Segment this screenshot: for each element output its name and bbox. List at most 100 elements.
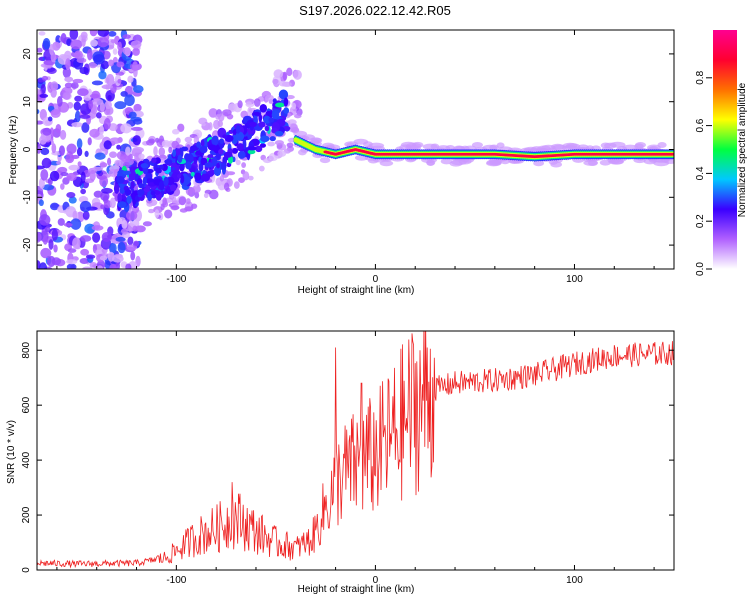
heatmap-cell [143,187,150,193]
heatmap-cell [62,209,75,215]
spectrogram-ytick-label: 0 [22,146,33,152]
heatmap-cell [148,208,155,214]
heatmap-cell [282,71,288,81]
heatmap-cell [66,263,77,269]
heatmap-cell [271,110,280,120]
heatmap-cell [122,34,131,39]
heatmap-cell [231,147,239,154]
heatmap-cell [192,184,201,194]
heatmap-cell [132,135,142,146]
snr-series-line [37,331,674,569]
heatmap-cell [117,217,126,225]
heatmap-cell [185,153,194,164]
heatmap-cell [89,169,96,182]
heatmap-cell [66,172,77,181]
heatmap-cell [178,196,187,206]
heatmap-cell [80,188,86,195]
heatmap-cell [68,164,80,171]
heatmap-cell [264,125,270,132]
heatmap-cell [109,197,116,209]
heatmap-cell [241,162,247,168]
heatmap-cell [274,130,284,137]
heatmap-cell [219,175,225,182]
snr-xtick-label: -100 [166,575,186,586]
heatmap-cell [87,137,92,146]
heatmap-cell [247,149,256,155]
heatmap-cell [182,175,191,185]
heatmap-cell [44,226,51,233]
heatmap-cell [291,102,297,110]
heatmap-cell [226,113,234,120]
heatmap-cell [130,180,135,189]
heatmap-cell [253,98,261,107]
heatmap-cell [268,117,275,123]
heatmap-cell [258,165,265,172]
heatmap-cell [37,143,42,154]
heatmap-cell [223,151,233,158]
heatmap-cell [99,255,108,261]
heatmap-cell [200,139,205,147]
heatmap-cell [172,149,177,158]
heatmap-cell [218,148,224,155]
heatmap-cell [222,134,228,139]
heatmap-cell [278,89,289,100]
colorbar-tick-label: 0.4 [695,166,706,180]
heatmap-cell [47,255,56,268]
spectrogram-ylabel: Frequency (Hz) [8,116,19,185]
heatmap-cell [132,225,138,232]
heatmap-cell [130,251,136,261]
heatmap-cell [41,75,49,81]
heatmap-cell [66,143,77,155]
heatmap-cell [71,122,83,128]
heatmap-cell [142,176,148,186]
heatmap-cell [125,146,131,156]
heatmap-cell [37,165,45,170]
heatmap-cell [117,201,127,208]
heatmap-cell [127,75,134,83]
heatmap-cell [65,153,75,164]
heatmap-cell [218,113,225,122]
heatmap-cell [79,258,89,265]
heatmap-cell [634,143,644,150]
heatmap-cell [93,190,103,198]
heatmap-cell [117,41,122,51]
heatmap-cell [99,125,105,135]
heatmap-cell [209,189,219,200]
heatmap-cell [259,104,268,113]
heatmap-cell [116,175,125,184]
heatmap-cell [223,182,230,191]
heatmap-cell [116,144,121,150]
figure-title: S197.2026.022.12.42.R05 [299,3,451,18]
heatmap-cell [72,78,84,84]
heatmap-cell [116,61,125,68]
heatmap-cell [40,247,52,259]
colorbar-ticks: 0.0 0.2 0.4 0.6 0.8 [695,70,712,276]
heatmap-cell [293,130,308,137]
heatmap-cell [132,85,144,94]
heatmap-cell [66,191,76,198]
heatmap-cell [319,157,331,164]
heatmap-cell [180,174,185,184]
heatmap-cell [289,123,298,133]
heatmap-cell [138,183,145,189]
heatmap-cell [57,166,68,174]
heatmap-cell [77,161,82,167]
heatmap-cell [269,136,276,142]
heatmap-cell [122,170,131,175]
heatmap-cell [42,127,52,136]
heatmap-cell [107,59,114,67]
heatmap-cell [533,160,545,167]
heatmap-cell [74,50,83,60]
heatmap-cell [105,74,115,86]
heatmap-cell [194,172,202,181]
heatmap-cell [151,157,157,164]
heatmap-cell [88,100,94,110]
heatmap-cell [211,135,219,146]
heatmap-cell [104,100,112,110]
heatmap-cell [89,30,98,37]
heatmap-cell [283,97,289,107]
heatmap-cell [207,154,214,159]
heatmap-cell [253,114,258,125]
